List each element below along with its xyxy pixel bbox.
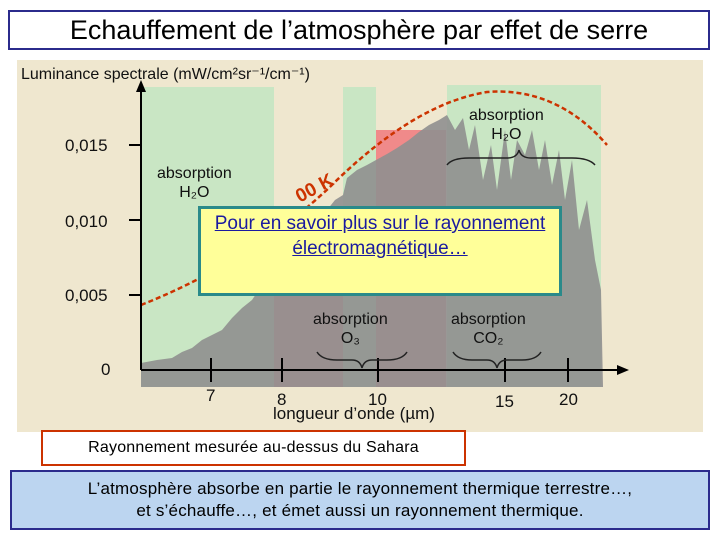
figure-caption: Rayonnement mesurée au-dessus du Sahara [41,430,466,466]
x-tick-label: 15 [495,392,514,411]
y-axis-label: Luminance spectrale (mW/cm²sr⁻¹/cm⁻¹) [21,66,310,83]
y-tick-label: 0,005 [65,286,108,305]
more-info-link[interactable]: Pour en savoir plus sur le rayonnement é… [198,206,562,296]
band-label-h2o-left: absorption H₂O [157,165,232,201]
y-tick-label: 0 [101,360,111,379]
brace-co2 [452,351,542,369]
band-label-h2o-right: absorption H₂O [469,107,544,143]
x-tick-label: 10 [368,390,387,409]
conclusion-box: L’atmosphère absorbe en partie le rayonn… [10,470,710,530]
conclusion-line-1: L’atmosphère absorbe en partie le rayonn… [87,479,633,498]
conclusion-line-2: et s’échauffe…, et émet aussi un rayonne… [136,501,584,520]
brace-o3 [316,351,408,369]
x-tick-label: 8 [277,390,287,409]
x-tick-label: 7 [206,386,216,405]
brace-h2o-right [446,149,596,166]
x-tick-label: 20 [559,390,578,409]
slide-title: Echauffement de l’atmosphère par effet d… [8,10,710,50]
band-label-co2: absorption CO₂ [451,311,526,347]
y-tick-label: 0,015 [65,136,108,155]
band-label-o3: absorption O₃ [313,311,388,347]
y-tick-label: 0,010 [65,212,108,231]
x-axis-label: longueur d’onde (µm) [273,404,435,423]
